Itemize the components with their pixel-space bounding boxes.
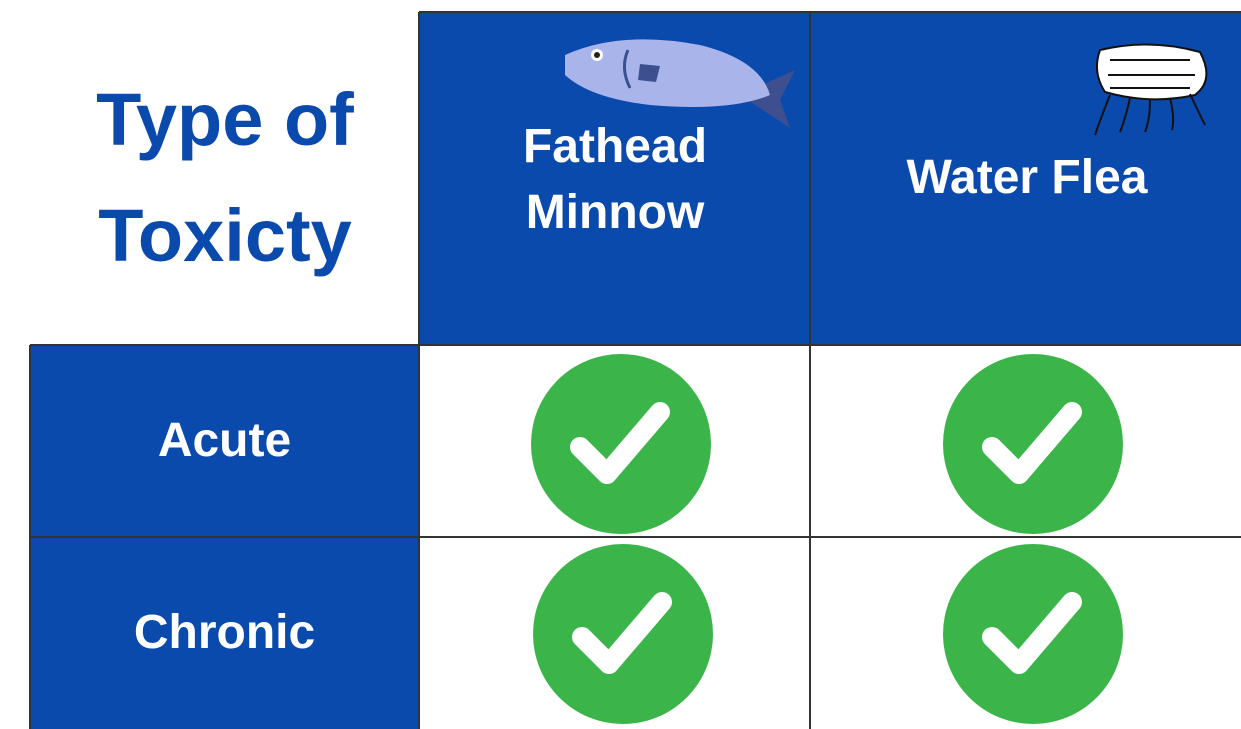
column-header: Water Flea xyxy=(812,140,1241,216)
column-header: Fathead Minnow xyxy=(480,110,750,250)
page: Type of Toxicty Fathead Minnow Water Fle… xyxy=(0,0,1241,729)
checkmarks xyxy=(531,354,1123,724)
row-header: Acute xyxy=(30,345,419,537)
corner-title: Type of Toxicty xyxy=(40,60,410,295)
row-header: Chronic xyxy=(30,537,419,729)
